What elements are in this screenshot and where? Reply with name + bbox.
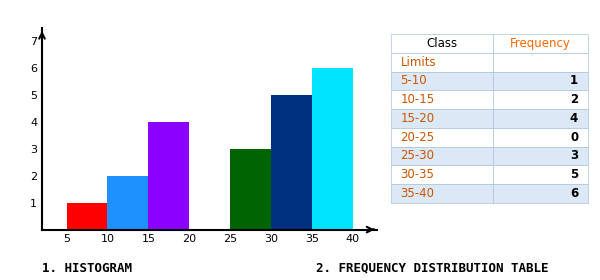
- Text: 35-40: 35-40: [401, 187, 434, 200]
- FancyBboxPatch shape: [493, 146, 588, 165]
- Text: 4: 4: [570, 112, 578, 125]
- FancyBboxPatch shape: [391, 184, 493, 203]
- FancyBboxPatch shape: [391, 128, 493, 146]
- FancyBboxPatch shape: [493, 34, 588, 53]
- FancyBboxPatch shape: [391, 72, 493, 90]
- Text: 2. FREQUENCY DISTRIBUTION TABLE: 2. FREQUENCY DISTRIBUTION TABLE: [316, 262, 548, 275]
- FancyBboxPatch shape: [493, 184, 588, 203]
- FancyBboxPatch shape: [391, 109, 493, 128]
- FancyBboxPatch shape: [391, 146, 493, 165]
- Text: Limits: Limits: [401, 56, 436, 69]
- Text: 20-25: 20-25: [401, 131, 434, 144]
- FancyBboxPatch shape: [391, 53, 493, 72]
- FancyBboxPatch shape: [493, 53, 588, 72]
- Bar: [148, 122, 189, 230]
- FancyBboxPatch shape: [493, 109, 588, 128]
- Text: Class: Class: [427, 37, 458, 50]
- FancyBboxPatch shape: [391, 165, 493, 184]
- Text: 10-15: 10-15: [401, 93, 434, 106]
- Text: 2: 2: [570, 93, 578, 106]
- Bar: [67, 203, 107, 230]
- Bar: [230, 149, 271, 230]
- FancyBboxPatch shape: [493, 72, 588, 90]
- Text: 0: 0: [570, 131, 578, 144]
- FancyBboxPatch shape: [493, 90, 588, 109]
- Text: 30-35: 30-35: [401, 168, 434, 181]
- FancyBboxPatch shape: [493, 165, 588, 184]
- Text: 5: 5: [570, 168, 578, 181]
- FancyBboxPatch shape: [391, 90, 493, 109]
- Bar: [107, 176, 148, 230]
- Text: 1: 1: [570, 74, 578, 87]
- Text: 15-20: 15-20: [401, 112, 434, 125]
- Text: 6: 6: [570, 187, 578, 200]
- Bar: [312, 68, 353, 230]
- FancyBboxPatch shape: [391, 34, 493, 53]
- Text: 5-10: 5-10: [401, 74, 427, 87]
- FancyBboxPatch shape: [493, 128, 588, 146]
- Bar: [271, 95, 312, 230]
- Text: 25-30: 25-30: [401, 150, 434, 162]
- Text: Frequency: Frequency: [510, 37, 571, 50]
- Text: 1. HISTOGRAM: 1. HISTOGRAM: [42, 262, 132, 275]
- Text: 3: 3: [570, 150, 578, 162]
